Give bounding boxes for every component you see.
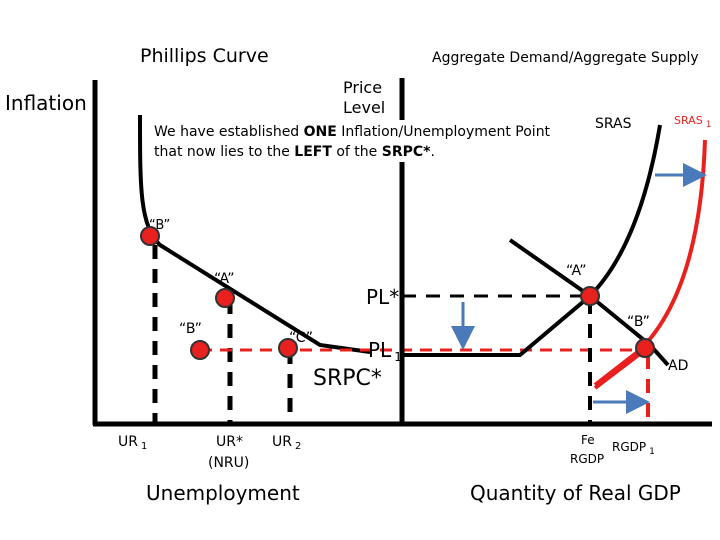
ad-label: AD	[668, 358, 688, 374]
right-point-b	[635, 338, 655, 358]
unemployment-axis-label: Unemployment	[146, 481, 300, 505]
right-panel-title: Aggregate Demand/Aggregate Supply	[432, 50, 699, 66]
ad-curve	[508, 238, 670, 367]
left-panel-title: Phillips Curve	[140, 45, 269, 67]
callout-text-1: We have established	[154, 124, 304, 140]
price-axis-label-1: Price	[343, 78, 382, 97]
nru-label: (NRU)	[208, 455, 249, 471]
right-point-b-label: “B”	[627, 314, 650, 330]
left-point-b-top-label: “B”	[149, 218, 170, 233]
callout-bold-one: ONE	[303, 124, 337, 140]
pl1-label: PL 1	[368, 338, 402, 364]
urstar-label: UR*	[216, 434, 243, 450]
callout-text-3: of the	[331, 144, 382, 160]
inflation-axis-label: Inflation	[5, 91, 87, 115]
sras-label: SRAS	[595, 116, 632, 132]
callout-box: We have established ONE Inflation/Unempl…	[150, 120, 580, 162]
left-point-a-label: “A”	[214, 271, 235, 287]
left-point-b-low-label: “B”	[179, 321, 202, 337]
left-point-c	[278, 338, 298, 358]
left-point-b-top	[140, 226, 160, 246]
srpc-label: SRPC*	[313, 366, 382, 391]
right-point-a-label: “A”	[566, 263, 587, 279]
callout-bold-srpc: SRPC*	[381, 144, 431, 160]
callout-text-4: .	[430, 144, 435, 160]
ur1-label: UR 1	[118, 434, 147, 452]
real-gdp-axis-label: Quantity of Real GDP	[470, 481, 681, 505]
pl-star-label: PL*	[366, 285, 399, 309]
srpc-curve	[138, 114, 371, 354]
left-point-b-low	[190, 340, 210, 360]
fe-label: Fe	[581, 433, 595, 447]
left-point-c-label: “C”	[289, 330, 313, 346]
callout-text-2: Inflation/Unemployment Point that now li…	[154, 124, 551, 160]
price-axis-label-2: Level	[343, 98, 385, 117]
ad1-red-curve	[593, 348, 647, 390]
ur2-label: UR 2	[272, 434, 301, 452]
rgdp1-label: RGDP 1	[612, 440, 655, 457]
left-point-a	[215, 288, 235, 308]
fe-rgdp-label: RGDP	[570, 452, 604, 466]
sras1-label: SRAS 1	[674, 114, 711, 130]
callout-bold-left: LEFT	[294, 144, 332, 160]
right-point-a	[580, 286, 600, 306]
